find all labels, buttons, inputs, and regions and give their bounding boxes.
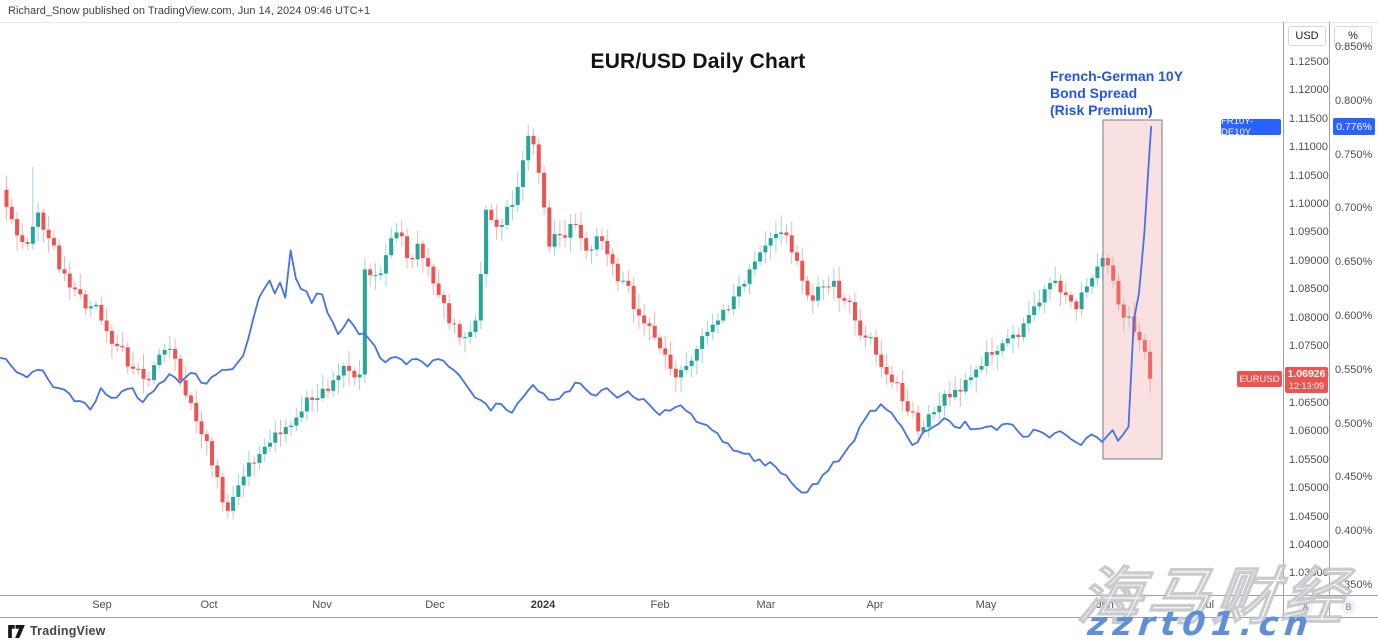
pct-tick-label: 0.400% [1335,525,1373,538]
pct-tick-label: 0.750% [1335,148,1373,161]
usd-tick-label: 1.05500 [1289,453,1329,466]
spread-annotation: French-German 10Y Bond Spread (Risk Prem… [1050,68,1183,119]
usd-tick-label: 1.06000 [1289,425,1329,438]
x-axis-month-label: Jun [1096,599,1114,611]
usd-axis-line [1283,22,1284,618]
usd-tick-label: 1.08000 [1289,311,1329,324]
pct-tick-label: 0.550% [1335,363,1373,376]
x-axis-month-label: Jul [1199,599,1215,611]
usd-tick-label: 1.05000 [1289,482,1329,495]
pct-tick-label: 0.600% [1335,310,1373,322]
usd-tick-label: 1.07500 [1289,340,1329,353]
pane-scale-b-button[interactable]: B [1341,599,1356,614]
price-value-badge: 1.06926 12:13:09 [1285,367,1328,393]
price-series-label: EURUSD [1237,371,1282,387]
annotation-line-1: French-German 10Y [1050,68,1184,84]
x-axis-month-label: Nov [312,599,332,611]
x-axis-month-label: 2024 [530,599,556,611]
usd-tick-label: 1.03500 [1289,567,1329,580]
usd-tick-label: 1.04000 [1289,538,1329,551]
pct-tick-label: 0.800% [1335,94,1373,107]
pct-tick-label: 0.850% [1335,41,1373,53]
pct-tick-label: 0.500% [1335,417,1373,430]
spread-value-badge: 0.776% [1333,118,1375,135]
usd-tick-label: 1.09500 [1289,226,1329,239]
usd-tick-label: 1.12000 [1289,84,1329,97]
usd-tick-label: 1.08500 [1289,283,1329,296]
pct-tick-label: 0.450% [1335,471,1373,484]
usd-tick-label: 1.12500 [1289,56,1329,68]
usd-axis-header-button[interactable]: USD [1288,26,1326,46]
usd-tick-label: 1.06500 [1289,396,1329,409]
last-price: 1.06926 [1287,368,1326,380]
usd-tick-label: 1.09000 [1289,254,1329,267]
usd-tick-label: 1.04500 [1289,510,1329,523]
tradingview-logo-icon [8,624,25,638]
usd-tick-label: 1.11000 [1289,141,1328,154]
x-axis-month-label: Sep [92,599,112,611]
pct-tick-label: 0.650% [1335,256,1373,269]
tradingview-logo-text: TradingView [30,624,106,638]
x-axis-month-label: May [975,599,997,611]
pct-tick-label: 0.700% [1335,202,1373,215]
pct-axis-header-button[interactable]: % [1334,26,1372,46]
x-axis-month-label: Feb [650,599,670,611]
pct-axis-line [1329,22,1330,618]
page-title: EUR/USD Daily Chart [590,50,806,73]
spread-series-label: FR10Y-DE10Y [1221,116,1281,138]
usd-tick-label: 1.11500 [1289,112,1328,125]
candlestick-series [4,124,1153,519]
spread-line-series [0,125,1153,494]
annotation-line-2: Bond Spread [1050,85,1138,101]
highlight-region [1102,119,1163,460]
x-axis-month-label: Mar [756,599,776,611]
tradingview-logo-link[interactable]: TradingView [8,624,106,638]
top-divider [0,22,1378,23]
footer-divider [0,617,1378,618]
x-axis-month-label: Oct [200,599,218,611]
pane-scale-a-button[interactable]: A [1298,599,1313,614]
annotation-line-3: (Risk Premium) [1050,102,1153,118]
usd-tick-label: 1.10000 [1289,198,1329,211]
pct-tick-label: 0.350% [1335,579,1373,591]
usd-tick-label: 1.10500 [1289,169,1329,182]
last-price-time: 12:13:09 [1288,381,1325,391]
x-axis-month-label: Dec [425,599,445,611]
watermark-url-text: zzrt01.cn [1085,604,1317,643]
x-axis-month-label: Apr [866,599,884,611]
attribution-text: Richard_Snow published on TradingView.co… [8,5,371,17]
time-axis-line [0,595,1378,596]
